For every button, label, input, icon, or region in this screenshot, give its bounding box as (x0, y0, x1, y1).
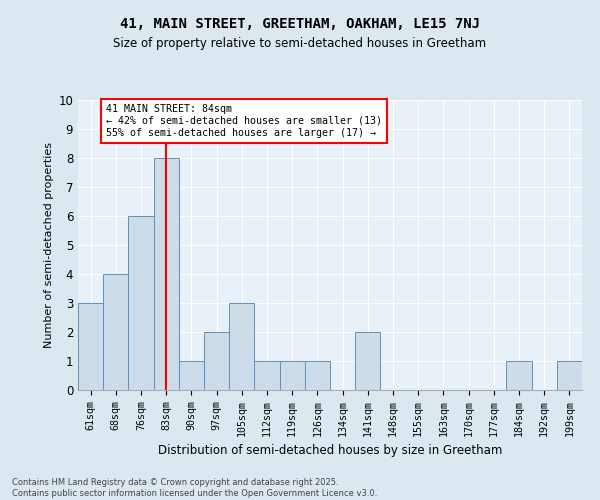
Bar (229, 303, 254, 390)
Bar (128, 216, 154, 390)
Bar (506, 361, 532, 390)
X-axis label: Distribution of semi-detached houses by size in Greetham: Distribution of semi-detached houses by … (158, 444, 502, 457)
Bar (204, 332, 229, 390)
Bar (103, 274, 128, 390)
Text: 41, MAIN STREET, GREETHAM, OAKHAM, LE15 7NJ: 41, MAIN STREET, GREETHAM, OAKHAM, LE15 … (120, 18, 480, 32)
Bar (280, 361, 305, 390)
Text: 41 MAIN STREET: 84sqm
← 42% of semi-detached houses are smaller (13)
55% of semi: 41 MAIN STREET: 84sqm ← 42% of semi-deta… (106, 104, 382, 138)
Bar (254, 361, 280, 390)
Text: Size of property relative to semi-detached houses in Greetham: Size of property relative to semi-detach… (113, 38, 487, 51)
Bar (355, 332, 380, 390)
Bar (557, 361, 582, 390)
Y-axis label: Number of semi-detached properties: Number of semi-detached properties (44, 142, 54, 348)
Bar (154, 158, 179, 390)
Bar (179, 361, 204, 390)
Bar (305, 361, 330, 390)
Bar (78, 303, 103, 390)
Text: Contains HM Land Registry data © Crown copyright and database right 2025.
Contai: Contains HM Land Registry data © Crown c… (12, 478, 377, 498)
